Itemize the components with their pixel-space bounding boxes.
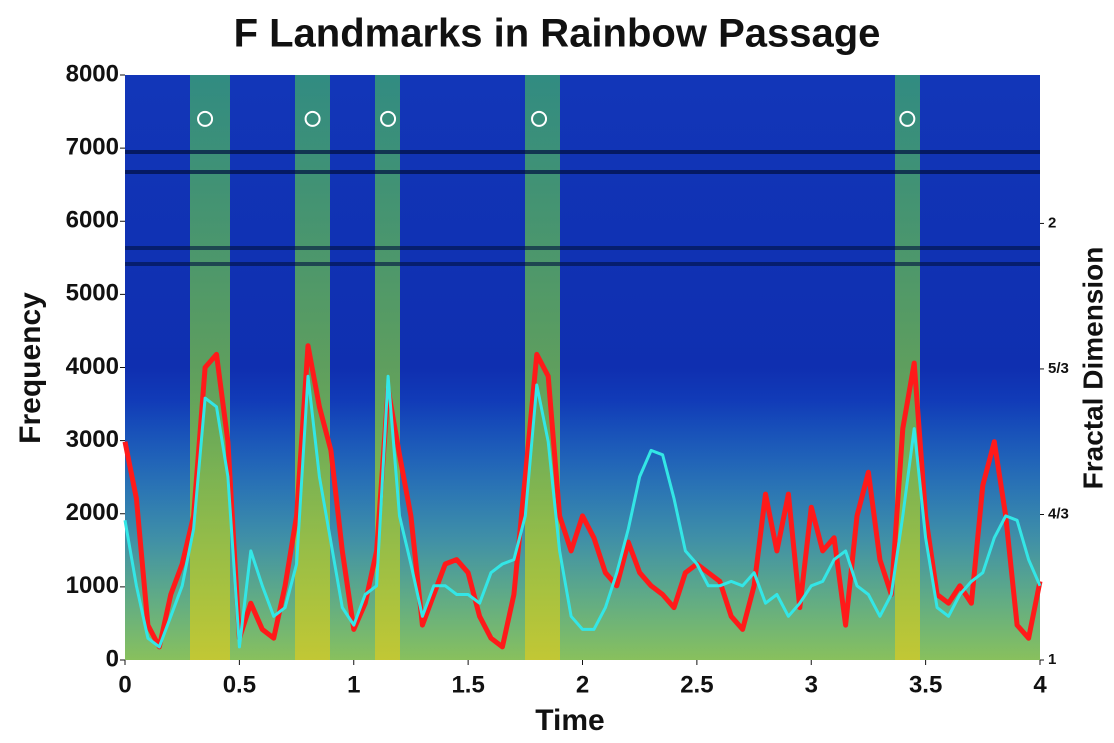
landmark: [531, 110, 548, 127]
x-tick-label: 4: [1033, 671, 1047, 698]
y-axis-label: Frequency: [14, 292, 47, 444]
y2-tick-label: 1: [1048, 651, 1056, 668]
y-tick-label: 5000: [66, 280, 119, 307]
y2-tick-label: 5/3: [1048, 360, 1069, 377]
x-tick-label: 2: [576, 671, 589, 698]
series-line: [123, 374, 1042, 649]
x-tick-label: 1: [347, 671, 360, 698]
y-tick-label: 1000: [66, 572, 119, 599]
x-axis-label: Time: [535, 704, 604, 737]
y-tick-label: 6000: [66, 207, 119, 234]
y2-tick-label: 2: [1048, 214, 1056, 231]
x-tick-label: 1.5: [451, 671, 484, 698]
chart-title: F Landmarks in Rainbow Passage: [234, 12, 881, 56]
y-tick-label: 0: [106, 645, 119, 672]
x-tick-label: 3.5: [909, 671, 942, 698]
x-tick-label: 3: [805, 671, 818, 698]
landmark: [197, 110, 214, 127]
y2-tick-label: 4/3: [1048, 505, 1069, 522]
y-tick-label: 2000: [66, 499, 119, 526]
x-tick-label: 0.5: [223, 671, 256, 698]
x-tick-label: 0: [118, 671, 131, 698]
x-tick-label: 2.5: [680, 671, 713, 698]
landmark: [899, 110, 916, 127]
y2-axis-label: Fractal Dimension: [1077, 247, 1108, 490]
y-tick-label: 3000: [66, 426, 119, 453]
y-tick-label: 4000: [66, 353, 119, 380]
landmark: [380, 110, 397, 127]
landmark: [304, 110, 321, 127]
y-tick-label: 7000: [66, 133, 119, 160]
series-line: [122, 343, 1043, 650]
y-tick-label: 8000: [66, 60, 119, 87]
spectrogram: [125, 75, 1040, 660]
